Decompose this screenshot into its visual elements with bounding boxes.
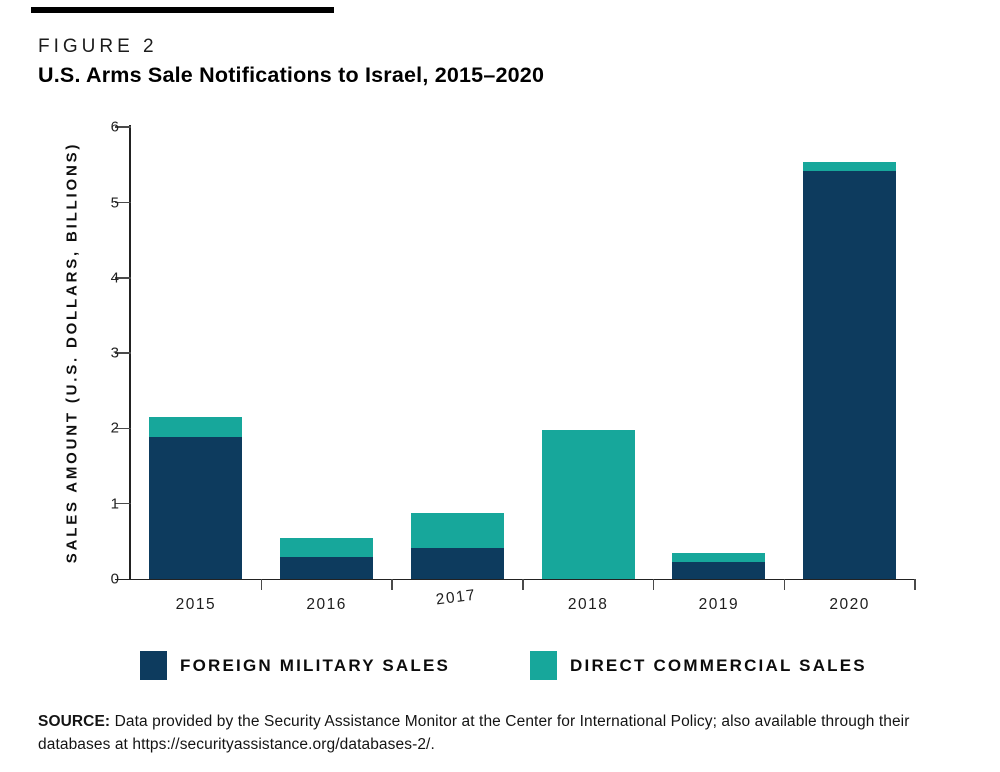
y-tick-label-2: 2 (110, 419, 119, 437)
source-text: Data provided by the Security Assistance… (38, 713, 910, 753)
y-tick-6 (114, 126, 131, 128)
x-tick-3 (522, 579, 524, 590)
bar-segment-2018-dcs (541, 429, 635, 579)
bar-segment-2017-fms (410, 548, 504, 579)
x-axis-label-2015: 2015 (175, 596, 217, 613)
x-axis-line (114, 578, 915, 581)
y-tick-label-5: 5 (110, 194, 119, 211)
y-tick-label-0: 0 (110, 570, 119, 588)
y-tick-5 (114, 201, 131, 204)
y-tick-label-3: 3 (110, 344, 119, 362)
figure-kicker: FIGURE 2 (38, 36, 158, 57)
x-axis-label-2017: 2017 (435, 586, 478, 609)
y-axis-label: SALES AMOUNT (U.S. DOLLARS, BILLIONS) (63, 141, 81, 564)
bar-segment-2017-dcs (410, 512, 504, 549)
x-axis-label-2018: 2018 (567, 596, 609, 613)
x-tick-6 (914, 579, 916, 590)
y-tick-1 (114, 502, 131, 505)
y-tick-label-1: 1 (110, 495, 119, 513)
figure-title: U.S. Arms Sale Notifications to Israel, … (38, 63, 545, 87)
x-tick-2 (391, 579, 393, 590)
chart-legend: FOREIGN MILITARY SALES DIRECT COMMERCIAL… (140, 651, 867, 680)
y-tick-2 (114, 427, 131, 430)
x-tick-5 (783, 579, 785, 590)
legend-item-dcs: DIRECT COMMERCIAL SALES (530, 651, 867, 680)
y-tick-4 (114, 277, 131, 279)
y-tick-label-4: 4 (110, 269, 119, 287)
top-rule (31, 7, 334, 13)
bar-segment-2020-fms (803, 170, 897, 579)
x-tick-1 (260, 579, 262, 590)
y-tick-3 (114, 352, 131, 354)
bar-segment-2019-fms (672, 562, 766, 579)
y-axis-line (129, 125, 131, 579)
legend-label-dcs: DIRECT COMMERCIAL SALES (570, 655, 867, 675)
legend-swatch-fms (140, 651, 167, 680)
bar-segment-2016-dcs (280, 538, 374, 558)
source-note: SOURCE: Data provided by the Security As… (38, 711, 973, 756)
legend-item-fms: FOREIGN MILITARY SALES (140, 651, 450, 680)
bar-segment-2020-dcs (803, 161, 897, 171)
bar-segment-2016-fms (280, 557, 374, 579)
bar-segment-2019-dcs (672, 553, 766, 563)
x-axis-label-2020: 2020 (829, 596, 870, 613)
legend-swatch-dcs (530, 651, 558, 680)
legend-label-fms: FOREIGN MILITARY SALES (180, 655, 451, 675)
x-axis-label-2016: 2016 (306, 596, 347, 613)
bar-segment-2015-dcs (149, 417, 243, 437)
x-tick-4 (652, 579, 655, 590)
bar-segment-2015-fms (149, 436, 243, 579)
x-axis-label-2019: 2019 (698, 596, 740, 613)
y-tick-label-6: 6 (110, 118, 119, 136)
source-label: SOURCE: (38, 713, 111, 730)
